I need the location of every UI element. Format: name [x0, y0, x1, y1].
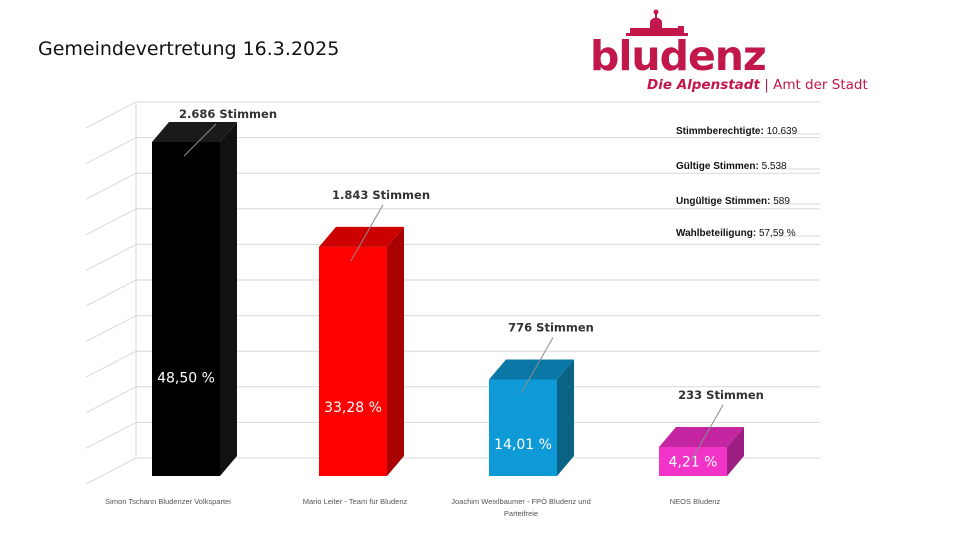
vote-label: 2.686 Stimmen [179, 107, 277, 121]
bar-side [557, 359, 574, 476]
bludenz-logo: bludenz Die Alpenstadt | Amt der Stadt [590, 8, 868, 94]
bar [319, 246, 387, 476]
gridline-side [85, 101, 137, 129]
leader-line [520, 337, 554, 394]
logo-city: Die Alpenstadt [647, 77, 760, 93]
percent-label: 33,28 % [324, 400, 382, 416]
bar-top [319, 226, 404, 247]
bar [152, 142, 220, 476]
stat-valid-votes: Gültige Stimmen: 5.538 [676, 161, 787, 172]
stat-invalid-votes: Ungültige Stimmen: 589 [676, 196, 790, 207]
bar [659, 447, 727, 476]
page-title: Gemeindevertretung 16.3.2025 [38, 38, 340, 60]
percent-label: 14,01 % [494, 437, 552, 453]
category-label: Joachim Weixlbaumer - FPÖ Bludenz und [451, 497, 591, 506]
gridline-side [85, 243, 137, 271]
bar-top [152, 122, 237, 142]
stat-label: Stimmberechtigte: [676, 126, 764, 137]
gridline-side [85, 350, 137, 378]
bar-top [489, 359, 574, 380]
bar-side [220, 122, 237, 476]
stat-value: 589 [773, 196, 790, 207]
gridline-side [85, 172, 137, 200]
vote-label: 1.843 Stimmen [332, 188, 430, 202]
percent-label: 48,50 % [157, 370, 215, 386]
stat-value: 5.538 [761, 161, 787, 172]
gridline-side [85, 386, 137, 414]
town-skyline-icon [626, 9, 688, 36]
stat-value: 10.639 [766, 126, 798, 137]
gridline-side [85, 421, 137, 449]
leader-line [690, 404, 724, 462]
category-label: Mario Leiter - Team für Bludenz [303, 497, 408, 506]
stat-eligible-voters: Stimmberechtigte: 10.639 [676, 126, 797, 137]
bar-side [727, 427, 744, 476]
vote-label: 233 Stimmen [678, 388, 764, 402]
leader-line [183, 123, 217, 157]
gridline-side [85, 315, 137, 343]
stat-label: Wahlbeteiligung: [676, 228, 757, 239]
bar-side [387, 226, 404, 476]
bar-top [659, 427, 744, 448]
gridline-side [85, 208, 137, 236]
logo-wordmark: bludenz [590, 32, 767, 80]
category-label: Simon Tschann Bludenzer Volkspartei [105, 497, 231, 506]
gridline-side [85, 457, 137, 485]
category-label: NEOS Bludenz [670, 497, 721, 506]
stat-value: 57,59 % [758, 228, 796, 239]
category-label: Parteifreie [504, 509, 538, 518]
vote-label: 776 Stimmen [508, 321, 594, 335]
bar [489, 379, 557, 476]
gridline-side [85, 279, 137, 307]
stat-label: Ungültige Stimmen: [676, 196, 771, 207]
logo-subtitle: Die Alpenstadt | Amt der Stadt [647, 77, 868, 93]
leader-line [350, 204, 384, 262]
logo-separator: | [764, 77, 769, 93]
percent-label: 4,21 % [669, 455, 718, 471]
logo-office: Amt der Stadt [773, 77, 868, 93]
stat-label: Gültige Stimmen: [676, 161, 759, 172]
stat-turnout: Wahlbeteiligung: 57,59 % [676, 228, 796, 239]
gridline-side [85, 137, 137, 165]
